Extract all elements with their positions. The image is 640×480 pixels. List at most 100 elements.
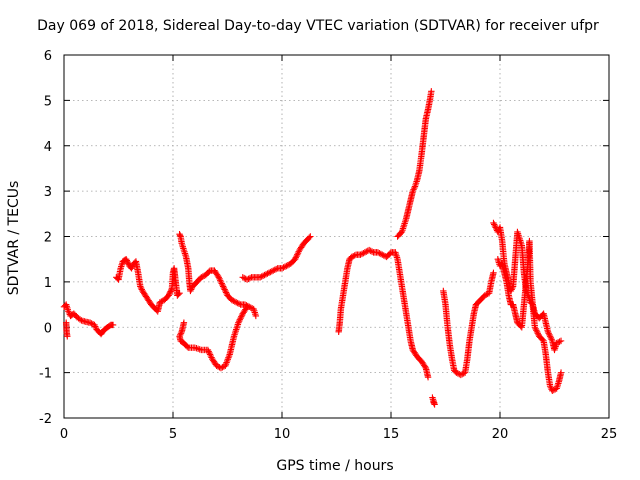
data-point bbox=[292, 254, 300, 261]
y-tick-label: 6 bbox=[44, 49, 52, 64]
data-point bbox=[206, 351, 214, 358]
data-point bbox=[213, 362, 220, 370]
data-point bbox=[283, 262, 290, 270]
data-point bbox=[278, 265, 286, 272]
data-point bbox=[243, 276, 251, 283]
data-point bbox=[247, 304, 254, 311]
data-point bbox=[230, 297, 237, 304]
y-tick-label: 5 bbox=[44, 94, 52, 109]
data-point bbox=[550, 386, 557, 394]
data-point bbox=[217, 364, 225, 372]
data-point bbox=[156, 299, 164, 306]
data-point bbox=[236, 316, 244, 323]
data-point bbox=[122, 255, 130, 263]
data-point bbox=[549, 387, 556, 394]
data-point bbox=[509, 284, 516, 292]
data-point bbox=[187, 286, 195, 293]
data-point bbox=[243, 304, 250, 312]
data-point bbox=[307, 233, 314, 240]
data-point bbox=[166, 290, 173, 298]
y-axis-label: SDTVAR / TECUs bbox=[6, 181, 22, 296]
data-point bbox=[410, 186, 417, 193]
data-point bbox=[198, 274, 205, 281]
data-point bbox=[166, 289, 174, 296]
data-point bbox=[376, 249, 383, 257]
data-point bbox=[291, 255, 299, 263]
data-point bbox=[235, 300, 243, 308]
data-point bbox=[234, 299, 241, 307]
data-point bbox=[508, 286, 515, 293]
data-point bbox=[65, 308, 72, 315]
data-point bbox=[363, 248, 370, 255]
data-point bbox=[360, 249, 367, 257]
data-point bbox=[531, 324, 539, 331]
data-point bbox=[76, 316, 84, 323]
x-tick-label: 5 bbox=[169, 427, 177, 442]
data-point bbox=[534, 330, 541, 337]
x-tick-label: 15 bbox=[383, 427, 400, 442]
data-point bbox=[124, 260, 132, 267]
data-point bbox=[546, 383, 554, 390]
data-point bbox=[350, 252, 357, 260]
data-point bbox=[546, 331, 553, 339]
data-point bbox=[546, 333, 554, 340]
data-point bbox=[265, 269, 273, 276]
data-point bbox=[215, 274, 222, 281]
data-point bbox=[379, 251, 386, 258]
data-point bbox=[366, 246, 373, 254]
data-point bbox=[553, 339, 560, 347]
data-point bbox=[482, 291, 490, 298]
data-point bbox=[239, 274, 246, 281]
data-point bbox=[454, 370, 462, 377]
data-point bbox=[457, 371, 464, 379]
data-point bbox=[246, 274, 254, 282]
data-point bbox=[124, 258, 131, 266]
data-point bbox=[158, 298, 165, 305]
data-point bbox=[358, 250, 366, 258]
data-point bbox=[409, 187, 416, 195]
data-point bbox=[545, 330, 552, 337]
data-point bbox=[123, 257, 130, 264]
data-point bbox=[544, 328, 552, 335]
data-point bbox=[284, 262, 292, 269]
data-point bbox=[165, 292, 172, 299]
data-point bbox=[222, 289, 230, 296]
data-point bbox=[64, 333, 71, 340]
data-point bbox=[207, 352, 214, 360]
data-point bbox=[222, 287, 229, 295]
data-point bbox=[199, 273, 206, 280]
data-point bbox=[243, 303, 251, 311]
data-point bbox=[430, 398, 437, 406]
data-point bbox=[238, 313, 245, 320]
data-point bbox=[490, 269, 497, 276]
data-point bbox=[421, 363, 429, 370]
data-point bbox=[293, 252, 300, 260]
data-point bbox=[259, 272, 267, 280]
y-tick-labels: -2 -1 0 1 2 3 4 5 6 bbox=[39, 49, 52, 427]
data-point bbox=[88, 320, 95, 327]
data-point bbox=[556, 338, 563, 345]
data-point bbox=[177, 330, 185, 337]
y-tick-label: -1 bbox=[39, 367, 52, 382]
data-point bbox=[481, 292, 488, 299]
data-point bbox=[231, 298, 238, 305]
data-point bbox=[490, 221, 498, 228]
x-tick-label: 25 bbox=[601, 427, 618, 442]
data-point bbox=[294, 251, 301, 258]
data-point bbox=[167, 288, 174, 295]
data-point bbox=[218, 280, 225, 287]
data-point bbox=[306, 234, 313, 241]
data-point bbox=[267, 268, 274, 276]
data-point bbox=[539, 336, 546, 343]
data-point bbox=[491, 222, 499, 230]
data-point bbox=[175, 291, 182, 298]
y-tick-label: 0 bbox=[44, 321, 52, 336]
data-point bbox=[228, 296, 236, 304]
data-point bbox=[459, 370, 466, 378]
grid bbox=[64, 55, 609, 418]
data-point bbox=[361, 249, 369, 256]
data-point bbox=[377, 250, 385, 258]
data-point bbox=[270, 267, 277, 274]
data-point bbox=[428, 88, 435, 95]
